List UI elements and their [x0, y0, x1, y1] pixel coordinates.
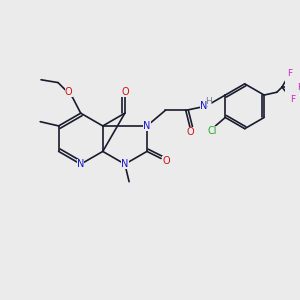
Text: F: F	[290, 95, 295, 104]
Text: F: F	[297, 82, 300, 91]
Text: N: N	[77, 159, 84, 169]
Text: H: H	[206, 97, 212, 106]
Text: N: N	[121, 159, 128, 169]
Text: O: O	[121, 87, 129, 97]
Text: O: O	[186, 128, 194, 137]
Text: O: O	[162, 156, 170, 166]
Text: Cl: Cl	[207, 126, 217, 136]
Text: N: N	[200, 100, 207, 110]
Text: N: N	[143, 121, 151, 131]
Text: O: O	[65, 87, 73, 97]
Text: F: F	[287, 69, 292, 78]
